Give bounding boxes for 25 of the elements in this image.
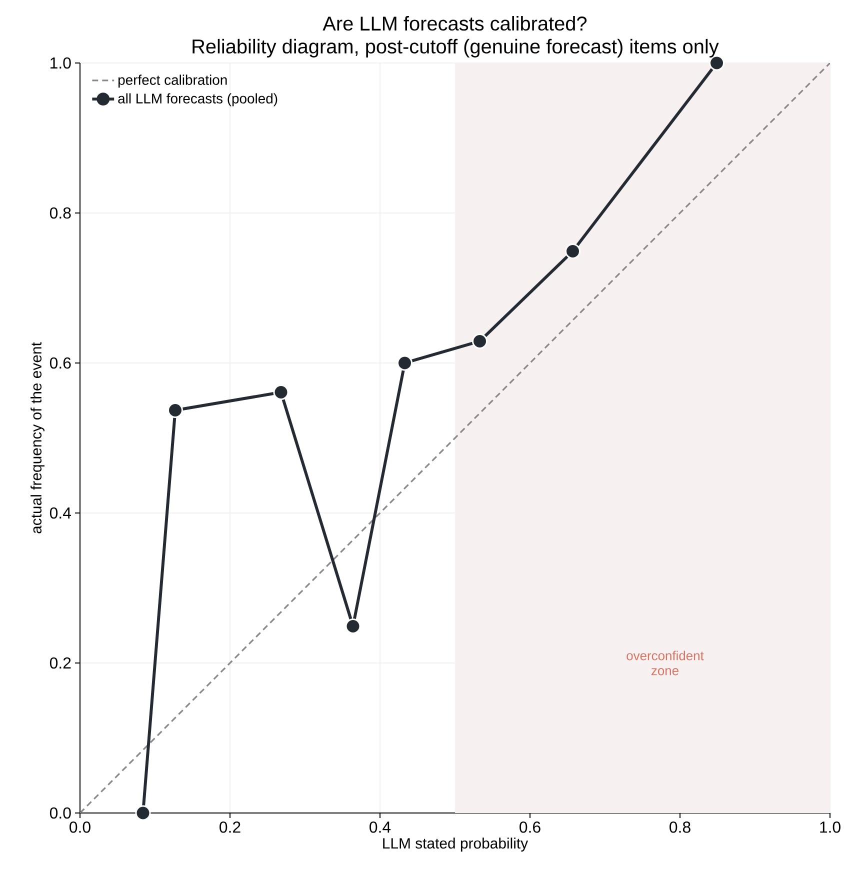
point <box>565 243 581 259</box>
y-tick-label: 0.0 <box>50 807 71 819</box>
point <box>135 805 151 821</box>
x-tick-label: 0.4 <box>370 822 391 833</box>
y-axis-title: actual frequency of the event <box>30 342 44 534</box>
point <box>472 333 488 349</box>
x-tick-label: 0.6 <box>520 822 540 833</box>
x-tick-label: 0.0 <box>70 822 90 833</box>
legend-label: all LLM forecasts (pooled) <box>118 93 278 106</box>
y-tick-label: 0.4 <box>50 507 72 519</box>
x-tick-label: 1.0 <box>820 822 840 833</box>
point <box>397 355 413 371</box>
legend-label: perfect calibration <box>118 74 227 88</box>
x-tick-label: 0.2 <box>220 822 240 833</box>
x-tick-label: 0.8 <box>670 822 690 833</box>
annotation: overconfident zone <box>626 650 704 676</box>
point <box>345 618 361 634</box>
point <box>168 402 183 418</box>
x-axis-title: LLM stated probability <box>383 838 528 852</box>
y-tick-label: 1.0 <box>50 57 71 69</box>
point <box>273 384 289 400</box>
y-tick-label: 0.6 <box>50 357 71 369</box>
chart-title: Are LLM forecasts calibrated? Reliability diagram, post-cutoff (genuine forecast) items only <box>192 16 719 58</box>
y-tick-label: 0.2 <box>50 657 71 669</box>
y-tick-label: 0.8 <box>50 207 71 219</box>
